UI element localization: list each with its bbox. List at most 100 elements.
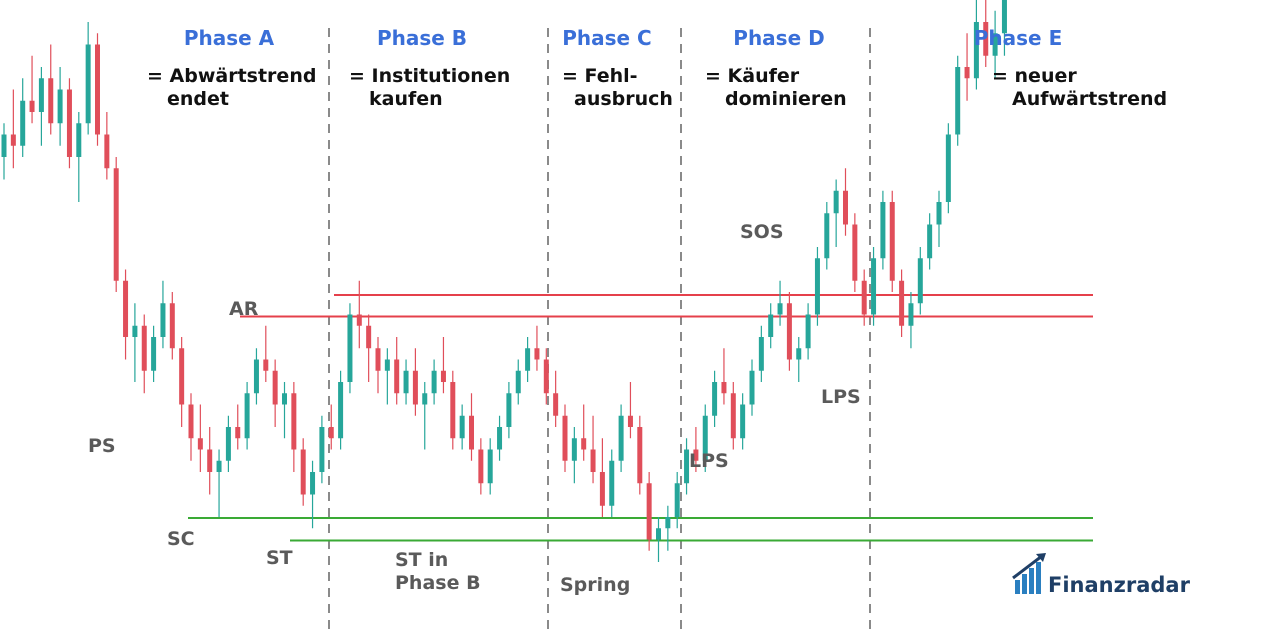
candle-body bbox=[833, 190, 839, 214]
candle bbox=[422, 382, 428, 450]
candle-body bbox=[394, 359, 400, 394]
candle bbox=[366, 314, 372, 382]
candle-body bbox=[282, 393, 287, 405]
candle-body bbox=[48, 78, 54, 124]
candle-body bbox=[244, 393, 250, 439]
candle bbox=[38, 67, 44, 146]
candle-body bbox=[366, 325, 372, 349]
candle bbox=[300, 438, 306, 506]
candle bbox=[917, 247, 923, 315]
candle bbox=[66, 78, 72, 169]
candle bbox=[796, 337, 802, 382]
candle bbox=[599, 438, 605, 517]
candle bbox=[609, 449, 615, 517]
candle-body bbox=[786, 303, 792, 360]
candle bbox=[48, 44, 54, 135]
candle-body bbox=[758, 337, 764, 371]
candle bbox=[665, 505, 671, 551]
candle bbox=[824, 202, 830, 270]
candle bbox=[272, 359, 278, 427]
candle-body bbox=[749, 370, 755, 405]
brand-logo: Finanzradar bbox=[1012, 553, 1191, 597]
candle-body bbox=[824, 213, 830, 259]
candle-body bbox=[880, 202, 886, 259]
candle-body bbox=[10, 134, 16, 146]
candle-body bbox=[861, 280, 867, 315]
candle-body bbox=[599, 472, 605, 506]
candle bbox=[721, 348, 727, 405]
candle-body bbox=[637, 427, 643, 484]
candle bbox=[29, 55, 35, 124]
candle-body bbox=[29, 100, 35, 112]
annotation-text: ST in bbox=[395, 549, 448, 571]
phase-description-line: Aufwärtstrend bbox=[1012, 88, 1167, 110]
candle-body bbox=[291, 393, 297, 450]
candle bbox=[104, 112, 110, 180]
candle-body bbox=[852, 224, 858, 281]
candle-body bbox=[123, 280, 129, 337]
candle bbox=[927, 213, 933, 270]
candle bbox=[543, 348, 549, 405]
candle bbox=[684, 438, 690, 495]
phase-description-line: endet bbox=[167, 88, 229, 110]
candle bbox=[85, 22, 91, 135]
candle bbox=[450, 370, 456, 450]
candle bbox=[712, 370, 718, 427]
candle bbox=[581, 404, 587, 461]
candle bbox=[76, 112, 82, 202]
candle-body bbox=[38, 78, 44, 112]
candle bbox=[132, 303, 138, 382]
bar-chart-arrow-icon bbox=[1012, 553, 1046, 594]
annotation-lps: LPS bbox=[689, 450, 729, 472]
candle-body bbox=[188, 404, 194, 439]
candle-body bbox=[945, 134, 951, 202]
candle-body bbox=[571, 438, 577, 461]
phase-title: Phase A bbox=[184, 26, 275, 50]
candle bbox=[225, 415, 231, 472]
candle-body bbox=[543, 359, 549, 394]
candle-body bbox=[955, 67, 961, 135]
candle bbox=[843, 168, 848, 236]
candle bbox=[244, 382, 250, 450]
candle bbox=[459, 404, 465, 450]
candle bbox=[964, 33, 970, 101]
candle-body bbox=[403, 370, 409, 394]
candle bbox=[693, 427, 699, 472]
candle bbox=[936, 190, 942, 247]
candle-body bbox=[310, 472, 316, 495]
phase-description-line: = Fehl- bbox=[562, 65, 638, 87]
annotation-ar: AR bbox=[229, 298, 259, 320]
brand-name: Finanzradar bbox=[1048, 573, 1191, 597]
candle-body bbox=[871, 258, 877, 315]
candle bbox=[188, 393, 194, 461]
candle bbox=[431, 359, 437, 405]
candle bbox=[973, 0, 979, 90]
candle bbox=[833, 179, 839, 247]
candle bbox=[169, 292, 175, 360]
candle-body bbox=[356, 314, 362, 326]
candle bbox=[590, 415, 596, 484]
candle bbox=[179, 337, 185, 427]
candle bbox=[1, 123, 7, 180]
candle-body bbox=[553, 393, 559, 416]
candle-body bbox=[160, 303, 166, 337]
annotation-spring: Spring bbox=[560, 574, 630, 596]
candle bbox=[10, 89, 16, 169]
candle bbox=[216, 449, 222, 517]
candle-body bbox=[936, 202, 942, 225]
candle-body bbox=[927, 224, 933, 259]
candle-body bbox=[609, 460, 615, 506]
candle-body bbox=[562, 415, 568, 461]
candle bbox=[749, 359, 755, 416]
candle-body bbox=[684, 449, 690, 484]
phase-description-line: = Abwärtstrend bbox=[147, 65, 316, 87]
candle bbox=[263, 325, 269, 382]
candle-body bbox=[497, 427, 503, 450]
candle bbox=[534, 325, 540, 371]
phase-title: Phase E bbox=[974, 26, 1063, 50]
candle bbox=[469, 393, 474, 461]
candle bbox=[852, 213, 858, 292]
